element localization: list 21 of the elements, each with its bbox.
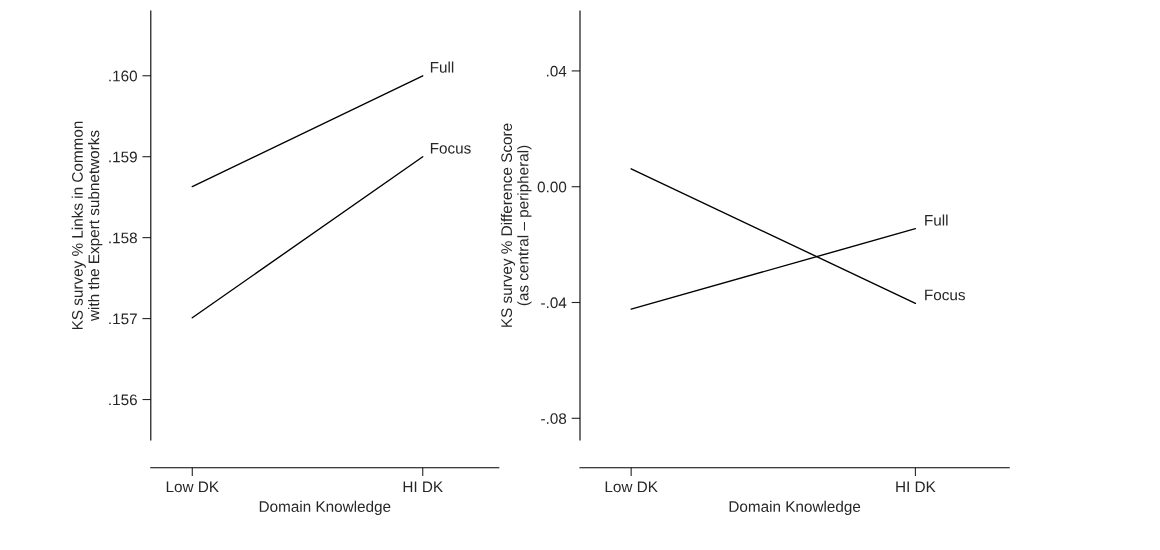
y-tick-label: -.04 xyxy=(541,297,567,309)
y-tick-label: .160 xyxy=(109,70,138,82)
series-label: Focus xyxy=(430,143,471,154)
series-label: Focus xyxy=(925,289,965,301)
y-axis-title: KS survey % Links in Common with the Expert subnetworks xyxy=(71,121,103,330)
y-tick-label: .156 xyxy=(109,394,137,406)
x-axis-title: Domain Knowledge xyxy=(729,500,861,516)
x-tick-label: HI DK xyxy=(403,481,443,493)
x-tick-label: HI DK xyxy=(896,481,936,493)
y-tick-label: 0.00 xyxy=(537,181,567,193)
x-tick-label: Low DK xyxy=(166,481,219,493)
y-tick-label: .04 xyxy=(546,65,567,77)
series-label: Full xyxy=(925,214,948,226)
y-tick-label: .158 xyxy=(109,232,137,244)
x-axis-title: Domain Knowledge xyxy=(259,500,391,516)
y-axis-title: KS survey % Difference Score (as central – peripheral) xyxy=(500,123,532,327)
series-label: Full xyxy=(430,61,454,73)
y-tick-label: .157 xyxy=(109,313,137,325)
y-tick-label: .159 xyxy=(109,151,137,163)
y-tick-label: -.08 xyxy=(541,413,567,424)
x-tick-label: Low DK xyxy=(605,481,658,493)
